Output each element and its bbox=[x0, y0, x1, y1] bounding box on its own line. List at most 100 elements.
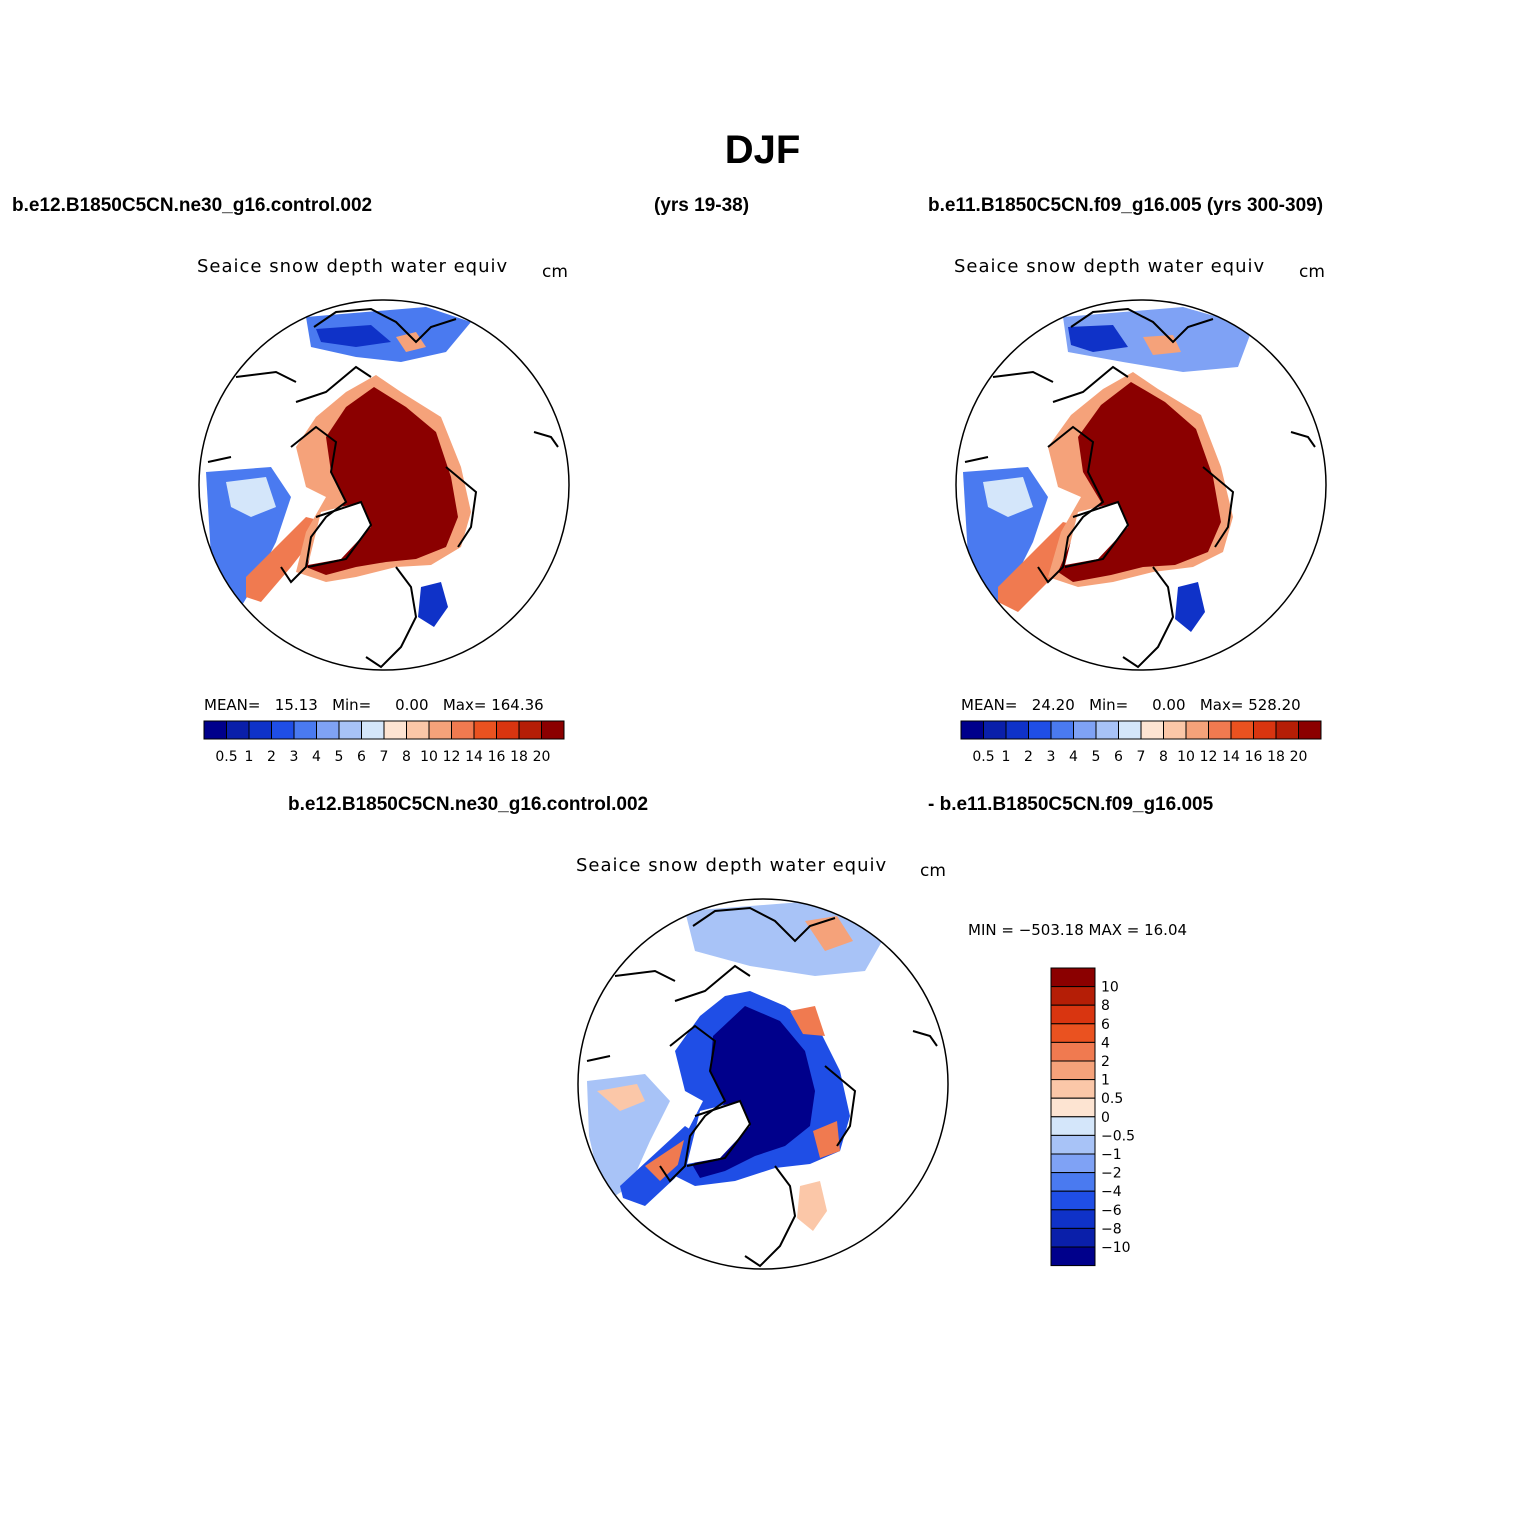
panel3-colorbar-box bbox=[1050, 1134, 1096, 1155]
panel1-colorbar-box bbox=[473, 720, 497, 740]
panel2-colorbar-box bbox=[1230, 720, 1254, 740]
panel3-colorbar: 10 8 6 4 2 1 0.5 0 −0.5 −1 −2 −4 −6 −8 −10 bbox=[1050, 967, 1135, 1267]
panel1-colorbar-box bbox=[248, 720, 272, 740]
panel2-colorbar-box bbox=[1253, 720, 1277, 740]
panel1-colorbar-box bbox=[203, 720, 227, 740]
panel2-min-value: 0.00 bbox=[1152, 696, 1186, 714]
panel2-colorbar-box bbox=[960, 720, 984, 740]
panel3-colorbar-label: −1 bbox=[1101, 1147, 1122, 1163]
panel1-colorbar-box bbox=[406, 720, 430, 740]
panel1-coastlines bbox=[207, 307, 559, 669]
panel3-variable-title: Seaice snow depth water equiv bbox=[576, 855, 888, 876]
panel3-colorbar-box bbox=[1050, 1041, 1096, 1062]
panel1-colorbar-label: 12 bbox=[443, 749, 461, 765]
panel3-colorbar-box bbox=[1050, 1004, 1096, 1025]
panel1-colorbar-label: 16 bbox=[488, 749, 506, 765]
panel2-map-boundary bbox=[955, 299, 1327, 671]
panel2-colorbar-label: 18 bbox=[1267, 749, 1285, 765]
panel3-colorbar-label: 2 bbox=[1101, 1054, 1110, 1070]
panel3-colorbar-box bbox=[1050, 1172, 1096, 1192]
panel3-colorbar-box bbox=[1050, 1153, 1096, 1174]
panel1-colorbar-box bbox=[541, 720, 565, 740]
panel2-colorbar-label: 7 bbox=[1137, 749, 1146, 765]
panel1-colorbar-label: 6 bbox=[357, 749, 366, 765]
panel1-polar-map bbox=[198, 299, 570, 671]
panel3-colorbar-box bbox=[1050, 1060, 1096, 1081]
panel3-colorbar-label: 6 bbox=[1101, 1017, 1110, 1033]
panel3-colorbar-label: 8 bbox=[1101, 998, 1110, 1014]
right-case-header: b.e11.B1850C5CN.f09_g16.005 (yrs 300-309… bbox=[928, 195, 1324, 216]
panel2-colorbar-label: 16 bbox=[1245, 749, 1263, 765]
panel2-mean-label: MEAN= bbox=[961, 696, 1018, 714]
panel2-colorbar-label: 5 bbox=[1092, 749, 1101, 765]
panel2-colorbar-label: 14 bbox=[1222, 749, 1240, 765]
panel3-colorbar-box bbox=[1050, 1023, 1096, 1043]
panel1-colorbar-label: 0.5 bbox=[215, 749, 237, 765]
panel2-colorbar-box bbox=[1163, 720, 1187, 740]
panel1-colorbar-label: 18 bbox=[510, 749, 528, 765]
panel2-colorbar-label: 20 bbox=[1290, 749, 1308, 765]
panel1-units: cm bbox=[542, 262, 568, 282]
panel2-units: cm bbox=[1299, 262, 1325, 282]
panel1-colorbar-label: 20 bbox=[533, 749, 551, 765]
panel1-colorbar-label: 7 bbox=[380, 749, 389, 765]
panel2-colorbar-box bbox=[1208, 720, 1232, 740]
left-case-header: b.e12.B1850C5CN.ne30_g16.control.002 bbox=[12, 195, 373, 216]
panel3-colorbar-label: 10 bbox=[1101, 980, 1119, 996]
panel2-colorbar-box bbox=[1118, 720, 1142, 740]
panel1-colorbar-label: 8 bbox=[402, 749, 411, 765]
panel3-colorbar-box bbox=[1050, 1209, 1096, 1229]
panel3-colorbar-box bbox=[1050, 1079, 1096, 1099]
panel3-coastlines bbox=[586, 906, 938, 1268]
panel1-colorbar-label: 1 bbox=[245, 749, 254, 765]
panel2-colorbar-label: 2 bbox=[1024, 749, 1033, 765]
panel1-colorbar-box bbox=[496, 720, 520, 740]
panel1-colorbar-label: 14 bbox=[465, 749, 483, 765]
panel1-colorbar-box bbox=[518, 720, 542, 740]
panel2-colorbar-box bbox=[983, 720, 1007, 740]
panel3-colorbar-box bbox=[1050, 1227, 1096, 1248]
panel2-colorbar-label: 3 bbox=[1047, 749, 1056, 765]
panel2-colorbar-label: 12 bbox=[1200, 749, 1218, 765]
panel1-colorbar-box bbox=[271, 720, 295, 740]
panel1-stats: MEAN= 15.13 Min= 0.00 Max= 164.36 bbox=[204, 696, 544, 714]
panel2-variable-title: Seaice snow depth water equiv bbox=[954, 256, 1266, 277]
panel3-colorbar-label: 0 bbox=[1101, 1110, 1110, 1126]
panel3-colorbar-box bbox=[1050, 967, 1096, 988]
panel3-colorbar-label: −2 bbox=[1101, 1166, 1122, 1182]
panel1-colorbar-box bbox=[226, 720, 250, 740]
panel2-colorbar-label: 10 bbox=[1177, 749, 1195, 765]
panel2-colorbar-box bbox=[1140, 720, 1164, 740]
panel2-min-label: Min= bbox=[1089, 696, 1129, 714]
panel3-colorbar-box bbox=[1050, 986, 1096, 1006]
panel1-max-value: 164.36 bbox=[491, 696, 544, 714]
panel2-colorbar-box bbox=[1275, 720, 1299, 740]
panel3-colorbar-label: −4 bbox=[1101, 1184, 1122, 1200]
panel1-min-value: 0.00 bbox=[395, 696, 429, 714]
panel2-colorbar-label: 1 bbox=[1002, 749, 1011, 765]
panel2-max-value: 528.20 bbox=[1248, 696, 1301, 714]
panel3-colorbar-box bbox=[1050, 1116, 1096, 1136]
panel3-colorbar-label: −8 bbox=[1101, 1221, 1122, 1237]
panel2-colorbar-label: 8 bbox=[1159, 749, 1168, 765]
panel1-colorbar-label: 10 bbox=[420, 749, 438, 765]
panel3-units: cm bbox=[920, 861, 946, 881]
panel1-colorbar-box bbox=[338, 720, 362, 740]
panel1-colorbar-box bbox=[428, 720, 452, 740]
panel2-colorbar-label: 6 bbox=[1114, 749, 1123, 765]
panel1-colorbar-label: 5 bbox=[335, 749, 344, 765]
panel1-mean-value: 15.13 bbox=[274, 696, 318, 714]
panel2-colorbar-box bbox=[1005, 720, 1029, 740]
panel1-variable-title: Seaice snow depth water equiv bbox=[197, 256, 509, 277]
panel1-colorbar-box bbox=[451, 720, 475, 740]
panel3-colorbar-label: −6 bbox=[1101, 1203, 1122, 1219]
panel1-colorbar-box bbox=[361, 720, 385, 740]
panel1-map-boundary bbox=[198, 299, 570, 671]
panel2-field bbox=[963, 307, 1253, 632]
panel3-minmax: MIN = −503.18 MAX = 16.04 bbox=[968, 921, 1188, 939]
panel2-colorbar-box bbox=[1050, 720, 1074, 740]
panel1-colorbar: 0.5 1 2 3 4 5 6 7 8 10 12 14 16 18 20 bbox=[203, 720, 565, 765]
panel1-colorbar-label: 3 bbox=[290, 749, 299, 765]
panel1-field bbox=[206, 307, 471, 627]
panel3-colorbar-box bbox=[1050, 1190, 1096, 1211]
